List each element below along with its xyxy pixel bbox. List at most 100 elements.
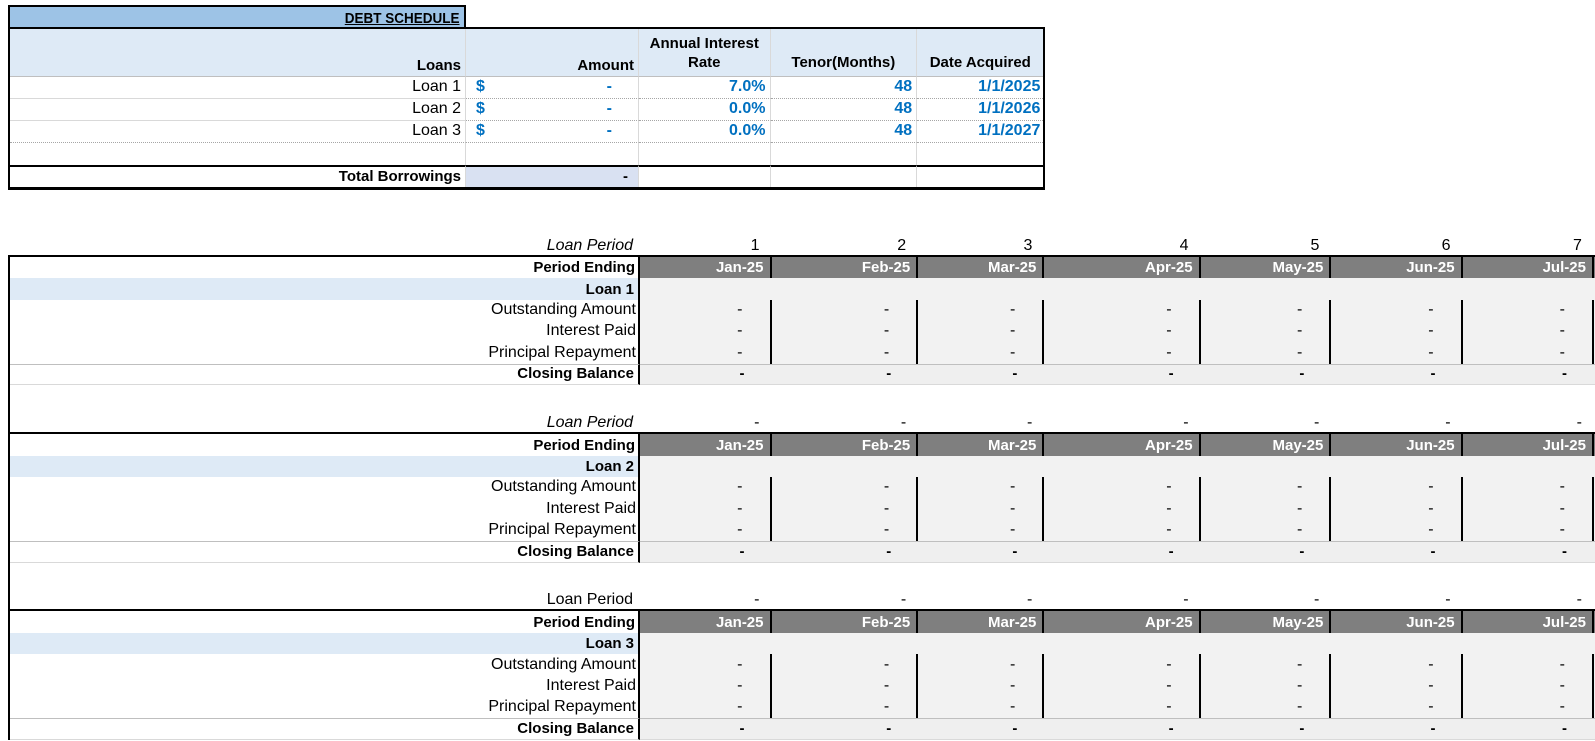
schedule-value-cell[interactable]: - (771, 519, 919, 541)
loan-rate-cell[interactable]: 0.0% (639, 121, 771, 143)
closing-balance-cell[interactable]: - (1200, 363, 1332, 386)
loan-tenor-cell[interactable]: 48 (770, 99, 918, 121)
schedule-value-cell[interactable]: - (1044, 519, 1201, 541)
schedule-value-cell[interactable]: - (771, 342, 919, 364)
schedule-value-cell[interactable]: - (1462, 519, 1594, 541)
loan-period-value[interactable]: - (1331, 410, 1462, 432)
month-header[interactable]: Apr-25 (1044, 609, 1201, 633)
month-header[interactable]: Mar-25 (918, 431, 1045, 456)
closing-balance-cell[interactable]: - (1462, 363, 1594, 386)
loan-amount-cell[interactable]: $ - (466, 99, 639, 121)
month-header[interactable]: Jun-25 (1331, 254, 1463, 279)
schedule-value-cell[interactable]: - (640, 696, 772, 719)
month-header[interactable]: Jul-25 (1462, 254, 1594, 279)
schedule-value-cell[interactable]: - (771, 696, 919, 719)
month-header[interactable]: Jun-25 (1331, 609, 1463, 633)
schedule-value-cell[interactable]: - (771, 654, 919, 676)
month-header[interactable]: Jan-25 (640, 431, 772, 456)
closing-balance-cell[interactable]: - (1462, 718, 1594, 740)
loan-date-cell[interactable]: 1/1/2027 (917, 121, 1044, 143)
schedule-value-cell[interactable]: - (1200, 498, 1332, 520)
month-header[interactable]: Mar-25 (918, 609, 1045, 633)
loan-tenor-cell[interactable]: 48 (770, 121, 918, 143)
schedule-value-cell[interactable]: - (1331, 498, 1463, 520)
loan-period-value[interactable]: - (1044, 588, 1200, 610)
loan-amount-cell[interactable]: $ - (466, 121, 639, 143)
month-header[interactable]: Jul-25 (1462, 431, 1594, 456)
loan-period-value[interactable]: 5 (1201, 233, 1332, 255)
schedule-value-cell[interactable]: - (771, 299, 919, 321)
schedule-value-cell[interactable]: - (918, 498, 1045, 520)
loan-period-value[interactable]: - (918, 588, 1044, 610)
closing-balance-cell[interactable]: - (918, 718, 1045, 740)
month-header[interactable]: May-25 (1200, 609, 1332, 633)
loan-amount-cell[interactable]: $ - (466, 76, 639, 99)
schedule-value-cell[interactable]: - (771, 675, 919, 697)
schedule-value-cell[interactable]: - (640, 519, 772, 541)
closing-balance-cell[interactable]: - (918, 363, 1045, 386)
loan-period-value[interactable]: 4 (1044, 233, 1200, 255)
month-header[interactable]: Apr-25 (1044, 254, 1201, 279)
schedule-value-cell[interactable]: - (1200, 696, 1332, 719)
schedule-value-cell[interactable]: - (1044, 320, 1201, 343)
schedule-value-cell[interactable]: - (918, 654, 1045, 676)
schedule-value-cell[interactable]: - (1462, 476, 1594, 499)
schedule-value-cell[interactable]: - (1462, 498, 1594, 520)
schedule-value-cell[interactable]: - (1044, 498, 1201, 520)
closing-balance-cell[interactable]: - (1044, 718, 1201, 740)
schedule-value-cell[interactable]: - (1331, 675, 1463, 697)
schedule-value-cell[interactable]: - (1044, 696, 1201, 719)
closing-balance-cell[interactable]: - (640, 718, 772, 740)
closing-balance-cell[interactable]: - (1044, 540, 1201, 563)
schedule-value-cell[interactable]: - (1331, 654, 1463, 676)
loan-period-value[interactable]: - (1044, 410, 1200, 432)
closing-balance-cell[interactable]: - (1331, 363, 1463, 386)
month-header[interactable]: May-25 (1200, 254, 1332, 279)
loan-period-value[interactable]: - (1463, 588, 1594, 610)
loan-rate-cell[interactable]: 7.0% (639, 76, 771, 99)
month-header[interactable]: Feb-25 (771, 431, 919, 456)
schedule-value-cell[interactable]: - (1200, 675, 1332, 697)
schedule-value-cell[interactable]: - (640, 342, 772, 364)
month-header[interactable]: Jan-25 (640, 609, 772, 633)
loan-period-value[interactable]: 6 (1331, 233, 1462, 255)
loan-period-value[interactable]: - (918, 410, 1044, 432)
schedule-value-cell[interactable]: - (918, 519, 1045, 541)
schedule-value-cell[interactable]: - (1462, 675, 1594, 697)
schedule-value-cell[interactable]: - (1331, 476, 1463, 499)
closing-balance-cell[interactable]: - (1200, 718, 1332, 740)
schedule-value-cell[interactable]: - (918, 320, 1045, 343)
loan-period-value[interactable]: - (1201, 410, 1332, 432)
schedule-value-cell[interactable]: - (918, 696, 1045, 719)
schedule-value-cell[interactable]: - (1331, 696, 1463, 719)
month-header[interactable]: Apr-25 (1044, 431, 1201, 456)
loan-period-value[interactable]: - (1331, 588, 1462, 610)
schedule-value-cell[interactable]: - (1044, 476, 1201, 499)
schedule-value-cell[interactable]: - (918, 299, 1045, 321)
schedule-value-cell[interactable]: - (1331, 342, 1463, 364)
schedule-value-cell[interactable]: - (1200, 654, 1332, 676)
month-header[interactable]: Feb-25 (771, 254, 919, 279)
loan-period-value[interactable]: - (1463, 410, 1594, 432)
closing-balance-cell[interactable]: - (1331, 718, 1463, 740)
schedule-value-cell[interactable]: - (1462, 654, 1594, 676)
schedule-value-cell[interactable]: - (640, 675, 772, 697)
schedule-value-cell[interactable]: - (771, 320, 919, 343)
loan-period-value[interactable]: - (1201, 588, 1332, 610)
loan-period-value[interactable]: - (772, 588, 919, 610)
loan-period-value[interactable]: 3 (918, 233, 1044, 255)
schedule-value-cell[interactable]: - (1200, 342, 1332, 364)
loan-period-value[interactable]: - (772, 410, 919, 432)
schedule-value-cell[interactable]: - (918, 476, 1045, 499)
schedule-value-cell[interactable]: - (640, 299, 772, 321)
loan-date-cell[interactable]: 1/1/2025 (917, 77, 1044, 99)
schedule-value-cell[interactable]: - (640, 476, 772, 499)
closing-balance-cell[interactable]: - (771, 540, 919, 563)
loan-period-value[interactable]: 2 (772, 233, 919, 255)
month-header[interactable]: Jan-25 (640, 254, 772, 279)
closing-balance-cell[interactable]: - (771, 718, 919, 740)
month-header[interactable]: Feb-25 (771, 609, 919, 633)
schedule-value-cell[interactable]: - (1331, 519, 1463, 541)
schedule-value-cell[interactable]: - (1044, 675, 1201, 697)
closing-balance-cell[interactable]: - (1044, 363, 1201, 386)
